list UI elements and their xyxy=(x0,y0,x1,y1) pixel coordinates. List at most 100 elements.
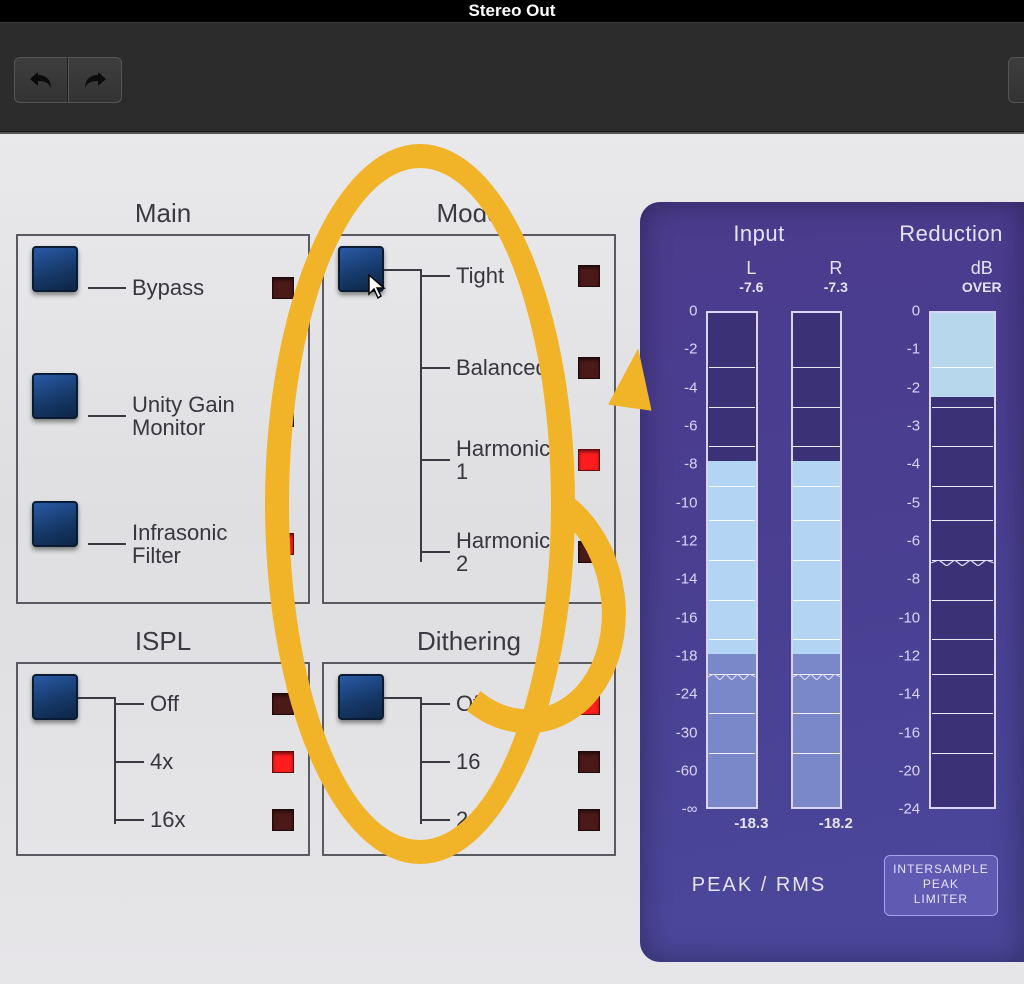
section-main-title: Main xyxy=(135,198,191,229)
dithering-option-0[interactable]: Off xyxy=(420,674,600,734)
meter-r-rms-readout: -18.2 xyxy=(794,815,878,832)
meter-over-label: OVER xyxy=(939,279,1023,305)
toolbar-right-fragment xyxy=(1008,57,1024,103)
meter-db-label: dB xyxy=(939,258,1023,279)
meter-l-peak-readout: -7.6 xyxy=(709,279,793,305)
mode-option-2[interactable]: Harmonics 1 xyxy=(420,430,600,490)
axis-tick: -8 xyxy=(684,456,697,473)
section-ispl: ISPL Off4x16x xyxy=(16,662,310,856)
ispl-option-indicator-1 xyxy=(272,751,294,773)
window-titlebar: Stereo Out xyxy=(0,0,1024,22)
ispl-option-indicator-2 xyxy=(272,809,294,831)
main-option-indicator-1 xyxy=(272,405,294,427)
meter-r-peak-readout: -7.3 xyxy=(794,279,878,305)
meter-l-rms-readout: -18.3 xyxy=(709,815,793,832)
section-ispl-title: ISPL xyxy=(135,626,191,657)
ispl-option-2[interactable]: 16x xyxy=(114,790,294,850)
meter-bar-l xyxy=(706,311,757,809)
ispl-option-indicator-0 xyxy=(272,693,294,715)
mode-option-3[interactable]: Harmonics 2 xyxy=(420,522,600,582)
dithering-button[interactable] xyxy=(338,674,384,720)
axis-tick: -∞ xyxy=(682,801,698,818)
undo-redo-group xyxy=(14,57,122,103)
meter-channel-l-label: L xyxy=(709,258,793,279)
axis-tick: -4 xyxy=(684,379,697,396)
axis-tick: -3 xyxy=(907,418,920,435)
meter-channel-r-label: R xyxy=(794,258,878,279)
section-main: Main BypassUnity GainMonitorInfrasonicFi… xyxy=(16,234,310,604)
axis-tick: -16 xyxy=(898,724,920,741)
main-option-label-2: InfrasonicFilter xyxy=(126,521,272,567)
main-option-indicator-0 xyxy=(272,277,294,299)
main-option-label-1: Unity GainMonitor xyxy=(126,393,272,439)
redo-button[interactable] xyxy=(68,57,122,103)
ispl-button[interactable] xyxy=(32,674,78,720)
mode-button[interactable] xyxy=(338,246,384,292)
mode-option-1[interactable]: Balanced xyxy=(420,338,600,398)
dithering-option-indicator-2 xyxy=(578,809,600,831)
dithering-option-1[interactable]: 16 xyxy=(420,732,600,792)
dithering-option-label-1: 16 xyxy=(450,750,578,773)
axis-tick: -14 xyxy=(676,571,698,588)
axis-tick: -24 xyxy=(676,686,698,703)
meter-bar-reduction xyxy=(929,311,996,809)
main-option-1: Unity GainMonitor xyxy=(88,386,294,446)
meter-reduction-heading: Reduction xyxy=(878,221,1024,247)
undo-button[interactable] xyxy=(14,57,68,103)
mode-option-indicator-1 xyxy=(578,357,600,379)
axis-tick: -2 xyxy=(907,379,920,396)
ispl-option-0[interactable]: Off xyxy=(114,674,294,734)
mode-option-label-0: Tight xyxy=(450,264,578,287)
section-mode-title: Mode xyxy=(436,198,501,229)
mode-option-indicator-2 xyxy=(578,449,600,471)
section-dithering: Dithering Off1624 xyxy=(322,662,616,856)
axis-tick: -8 xyxy=(907,571,920,588)
dithering-option-indicator-1 xyxy=(578,751,600,773)
meter-peak-rms-label: PEAK / RMS xyxy=(640,874,878,897)
main-bypass-button[interactable] xyxy=(32,246,78,292)
axis-tick: -10 xyxy=(676,494,698,511)
meter-panel: Input Reduction L R dB -7.6 -7.3 OVER 0 -… xyxy=(640,202,1024,962)
main-option-label-0: Bypass xyxy=(126,276,272,299)
axis-tick: -18 xyxy=(676,648,698,665)
mode-option-0[interactable]: Tight xyxy=(420,246,600,306)
axis-tick: -20 xyxy=(898,763,920,780)
axis-tick: -14 xyxy=(898,686,920,703)
main-option-indicator-2 xyxy=(272,533,294,555)
mode-option-indicator-0 xyxy=(578,265,600,287)
mode-option-label-1: Balanced xyxy=(450,356,578,379)
dithering-option-label-0: Off xyxy=(450,692,578,715)
main-unity-gain-monitor-button[interactable] xyxy=(32,373,78,419)
dithering-option-label-2: 24 xyxy=(450,808,578,831)
ispl-option-label-1: 4x xyxy=(144,750,272,773)
cursor-icon xyxy=(368,274,386,300)
main-option-2: InfrasonicFilter xyxy=(88,514,294,574)
axis-tick: 0 xyxy=(912,303,920,320)
section-mode: Mode TightBalancedHarmonics 1Harmonics 2 xyxy=(322,234,616,604)
ispl-option-label-2: 16x xyxy=(144,808,272,831)
plugin-panel: Main Bypass Unity GainMonitor InfrasonicFi… xyxy=(0,132,1024,984)
axis-tick: -30 xyxy=(676,724,698,741)
dithering-option-indicator-0 xyxy=(578,693,600,715)
axis-tick: -4 xyxy=(907,456,920,473)
meter-input-heading: Input xyxy=(640,221,878,247)
mode-option-indicator-3 xyxy=(578,541,600,563)
meters-row: 0-2-4-6-8-10-12-14-16-18-24-30-60-∞ 0-1-… xyxy=(640,305,1024,815)
axis-tick: -6 xyxy=(907,533,920,550)
axis-tick: 0 xyxy=(689,303,697,320)
axis-tick: -2 xyxy=(684,341,697,358)
axis-tick: -60 xyxy=(676,763,698,780)
mode-option-label-3: Harmonics 2 xyxy=(450,529,578,575)
main-infrasonic-filter-button[interactable] xyxy=(32,501,78,547)
axis-tick: -6 xyxy=(684,418,697,435)
axis-tick: -5 xyxy=(907,494,920,511)
window-title: Stereo Out xyxy=(469,1,556,21)
ispl-option-1[interactable]: 4x xyxy=(114,732,294,792)
axis-tick: -16 xyxy=(676,609,698,626)
mode-option-label-2: Harmonics 1 xyxy=(450,437,578,483)
host-toolbar xyxy=(0,22,1024,132)
axis-tick: -12 xyxy=(898,648,920,665)
intersample-peak-limiter-badge[interactable]: INTERSAMPLEPEAKLIMITER xyxy=(884,855,998,916)
axis-tick: -12 xyxy=(676,533,698,550)
dithering-option-2[interactable]: 24 xyxy=(420,790,600,850)
